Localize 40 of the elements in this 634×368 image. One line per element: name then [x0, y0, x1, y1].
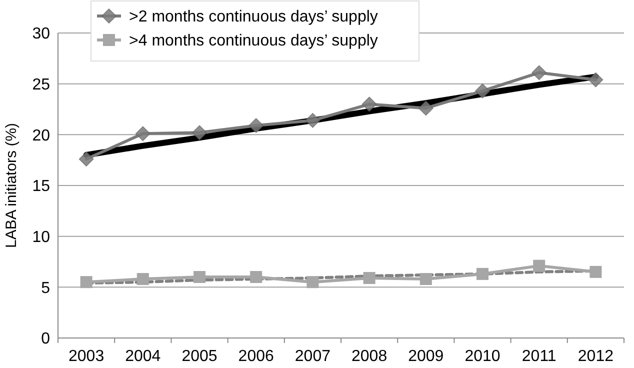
point	[363, 272, 376, 284]
point	[250, 271, 262, 283]
point	[420, 273, 432, 286]
point	[590, 266, 602, 278]
x-tick-label: 2011	[522, 348, 556, 365]
x-tick-label: 2003	[68, 348, 104, 365]
point	[476, 268, 488, 280]
point	[194, 271, 206, 283]
point	[136, 126, 150, 142]
point	[136, 273, 149, 286]
point	[588, 72, 604, 88]
point	[306, 276, 319, 288]
x-tick-label: 2009	[408, 348, 444, 365]
y-tick-label: 30	[32, 26, 50, 43]
y-tick-label: 25	[32, 76, 50, 94]
legend-label: >4 months continuous days’ supply	[129, 32, 378, 50]
point	[305, 113, 320, 128]
y-tick-label: 15	[32, 178, 50, 196]
point	[248, 118, 264, 133]
point	[192, 125, 207, 140]
x-tick-label: 2008	[352, 348, 388, 365]
y-tick-label: 5	[41, 280, 50, 297]
x-tick-label: 2012	[578, 348, 614, 365]
x-tick-label: 2010	[464, 348, 500, 365]
x-tick-label: 2006	[238, 348, 274, 365]
point	[475, 84, 490, 98]
legend-label: >2 months continuous days’ supply	[129, 8, 378, 26]
x-tick-label: 2005	[182, 348, 218, 365]
point	[532, 65, 546, 80]
y-tick-label: 0	[41, 330, 50, 348]
x-tick-label: 2004	[125, 348, 161, 365]
y-tick-label: 20	[32, 127, 50, 144]
y-axis-title: LABA initiators (%)	[3, 122, 20, 248]
point	[533, 260, 546, 272]
y-tick-label: 10	[32, 228, 50, 246]
point	[418, 100, 434, 116]
point	[78, 152, 94, 166]
x-tick-label: 2007	[294, 348, 331, 365]
point	[362, 96, 377, 112]
point	[80, 276, 92, 288]
